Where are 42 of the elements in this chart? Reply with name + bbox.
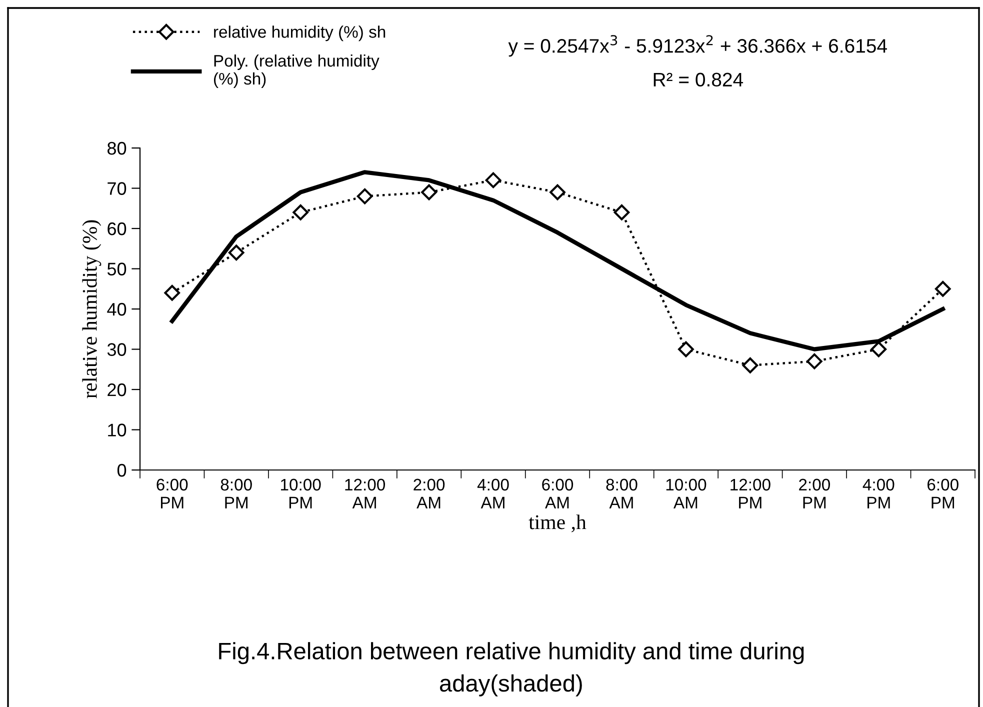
text: R² = 0.824 [654,72,744,87]
point [421,184,437,200]
x-tick-label: 2:00 AM [414,478,445,508]
point [870,341,887,358]
x-tick-label: 4:00 AM [477,478,509,508]
point [292,204,308,220]
point [806,353,822,370]
point [550,184,566,200]
point [934,280,951,297]
x-tick-label: 8:00 PM [220,478,252,508]
x-tick-label: 2:00 PM [799,478,830,508]
x-tick-label: 6:00 PM [156,478,188,508]
y-tick-label: 70 [108,182,126,195]
x-tick-label: 10:00 PM [280,478,321,508]
x-axis-title: time ,h [528,514,586,532]
point [228,244,244,261]
legend-label: Poly. (relative humidity (%) sh) [214,54,380,88]
y-axis-title: relative humidity (%) [82,220,102,398]
x-tick-label: 12:00 AM [345,478,386,508]
y-tick-label: 40 [107,302,126,316]
y-tick-label: 50 [107,262,126,276]
y-tick-label: 30 [107,343,126,356]
y-tick-label: 10 [108,424,126,436]
point [742,357,758,374]
x-tick-label: 12:00 PM [730,478,770,508]
y-tick-label: 80 [108,142,126,155]
caption: Fig.4.Relation between relative humidity and time during aday(shaded) [219,642,804,696]
y-tick-label: 0 [117,464,126,477]
y-tick-label: 60 [108,222,126,236]
point [164,284,180,301]
x-tick-label: 6:00 PM [928,478,958,508]
point [614,204,630,220]
point [678,341,694,358]
x-tick-label: 6:00 AM [542,478,574,508]
x-tick-label: 8:00 AM [606,478,638,508]
y-tick-label: 20 [108,383,126,396]
text: y = 0.2547x$^{3}$ - 5.9123x$^{2}$ + 36.366x + 6.6154 [508,35,887,57]
x-tick-label: 4:00 PM [862,478,894,508]
point [485,172,502,188]
legend-label: relative humidity (%) sh [214,26,386,42]
x-tick-label: 10:00 AM [666,478,706,508]
point [356,188,373,204]
